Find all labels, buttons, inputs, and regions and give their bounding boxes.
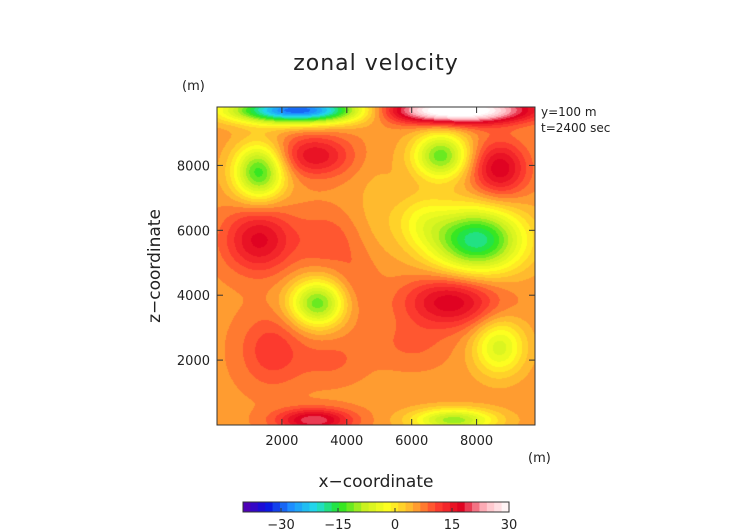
colorbar-swatch (287, 502, 296, 512)
heatmap-field (217, 107, 535, 425)
colorbar-swatch (405, 502, 414, 512)
colorbar-swatch (479, 502, 488, 512)
annotation-y-position: y=100 m (541, 105, 597, 119)
plot-frame (216, 106, 536, 426)
x-tick-label: 6000 (395, 434, 428, 449)
colorbar-swatch (427, 502, 436, 512)
y-tick-label: 2000 (177, 354, 210, 369)
colorbar-swatch (265, 502, 274, 512)
x-axis: 2000 4000 6000 8000 (265, 107, 493, 449)
colorbar-swatch (442, 502, 451, 512)
x-unit-label: (m) (528, 451, 551, 466)
colorbar-swatch (294, 502, 303, 512)
colorbar-swatch (331, 502, 340, 512)
x-axis-label: x−coordinate (319, 472, 434, 492)
colorbar-swatch (398, 502, 407, 512)
colorbar-swatch (376, 502, 384, 512)
annotation-time: t=2400 sec (541, 121, 610, 135)
colorbar-swatch (494, 502, 503, 512)
colorbar-swatch (486, 502, 495, 512)
x-tick-label: 2000 (265, 434, 298, 449)
colorbar-frame (242, 501, 510, 513)
x-tick-label: 8000 (460, 434, 493, 449)
colorbar-swatch (339, 502, 348, 512)
colorbar-swatch (324, 502, 333, 512)
colorbar-swatch (243, 502, 251, 512)
colorbar-swatch (257, 502, 266, 512)
colorbar-swatch (501, 502, 510, 512)
y-tick-label: 6000 (177, 224, 210, 239)
y-tick-label: 8000 (177, 159, 210, 174)
colorbar-tick-label: 30 (501, 518, 518, 532)
colorbar-swatch (383, 502, 392, 512)
y-axis-label: z−coordinate (145, 209, 165, 323)
y-axis: 2000 4000 6000 8000 (177, 159, 535, 369)
colorbar-tick-label: 0 (391, 518, 399, 532)
colorbar-swatch (368, 502, 377, 512)
colorbar-swatch (279, 502, 288, 512)
colorbar-swatch (435, 502, 444, 512)
colorbar-swatch (464, 502, 473, 512)
colorbar-swatch (250, 502, 259, 512)
y-unit-label: (m) (182, 79, 205, 94)
colorbar-swatch (361, 502, 370, 512)
y-tick-label: 4000 (177, 289, 210, 304)
colorbar-swatch (272, 502, 281, 512)
colorbar-swatch (457, 502, 466, 512)
colorbar-tick-label: −15 (324, 518, 351, 532)
chart-title: zonal velocity (293, 51, 459, 76)
colorbar-swatch (346, 502, 355, 512)
colorbar-swatch (412, 502, 421, 512)
colorbar-swatch (449, 502, 458, 512)
colorbar: −30 −15 0 15 30 (242, 501, 518, 532)
colorbar-swatch (302, 502, 311, 512)
x-tick-label: 4000 (330, 434, 363, 449)
colorbar-swatch (390, 502, 399, 512)
colorbar-tick-label: 15 (444, 518, 461, 532)
colorbar-swatch (316, 502, 325, 512)
colorbar-swatch (472, 502, 481, 512)
colorbar-swatch (353, 502, 362, 512)
colorbar-tick-label: −30 (267, 518, 294, 532)
colorbar-swatch (309, 502, 318, 512)
colorbar-swatch (420, 502, 429, 512)
